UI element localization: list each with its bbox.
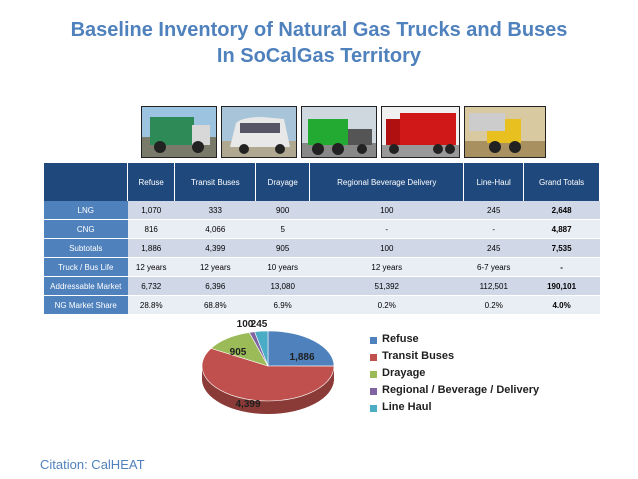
- legend-label: Regional / Beverage / Delivery: [382, 384, 540, 396]
- row-header-cell: NG Market Share: [44, 295, 128, 315]
- row-header-cell: Truck / Bus Life: [44, 257, 128, 277]
- legend-swatch: [370, 405, 377, 412]
- table-row: Truck / Bus Life 12 years 12 years 10 years…: [44, 257, 600, 277]
- beverage-truck-photo: [381, 106, 460, 158]
- legend-label: Refuse: [382, 333, 419, 345]
- drayage-truck-photo: [301, 106, 377, 158]
- table-cell: 1,886: [127, 238, 175, 258]
- table-cell: 51,392: [309, 276, 464, 296]
- table-cell: -: [309, 219, 464, 239]
- header-cell: Grand Totals: [523, 163, 600, 201]
- table-row: Subtotals 1,886 4,399 905 100 245 7,535: [44, 238, 600, 258]
- table-cell: 5: [255, 219, 310, 239]
- table-cell: 1,070: [127, 201, 175, 220]
- table-cell: 6,732: [127, 276, 175, 296]
- table-cell: 6,396: [174, 276, 256, 296]
- table-cell: 28.8%: [127, 295, 175, 315]
- pie-slice: [201, 348, 335, 402]
- row-header-cell: LNG: [44, 201, 128, 220]
- table-cell: 4,399: [174, 238, 256, 258]
- table-cell: 190,101: [523, 276, 600, 296]
- table-row: NG Market Share 28.8% 68.8% 6.9% 0.2% 0.2% 4.0…: [44, 295, 600, 315]
- pie-slice: [254, 330, 269, 367]
- legend-label: Drayage: [382, 367, 426, 379]
- table-cell: 0.2%: [309, 295, 464, 315]
- transit-bus-photo: [221, 106, 297, 158]
- pie-slice: [248, 331, 269, 367]
- header-cell: Line-Haul: [463, 163, 525, 201]
- pie-data-label: 1,886: [289, 352, 314, 363]
- table-row: LNG 1,070 333 900 100 245 2,648: [44, 201, 600, 220]
- table-cell: 7,535: [523, 238, 600, 258]
- table-cell: 333: [174, 201, 256, 220]
- table-cell: 12 years: [127, 257, 175, 277]
- header-cell: [44, 163, 128, 201]
- pie-data-label: 4,399: [235, 399, 260, 410]
- title-line-2: In SoCalGas Territory: [216, 45, 422, 67]
- table-cell: 245: [463, 201, 524, 220]
- legend-swatch: [370, 354, 377, 361]
- table-cell: 12 years: [309, 257, 464, 277]
- table-cell: 6-7 years: [463, 257, 524, 277]
- table-cell: 900: [255, 201, 310, 220]
- table-cell: 905: [255, 238, 310, 258]
- table-cell: 100: [309, 238, 464, 258]
- pie-slice: [267, 330, 335, 367]
- row-header-cell: Addressable Market: [44, 276, 128, 296]
- table-cell: 10 years: [255, 257, 310, 277]
- table-cell: 100: [309, 201, 464, 220]
- title-line-1: Baseline Inventory of Natural Gas Trucks…: [70, 19, 568, 41]
- header-cell: Refuse: [127, 163, 176, 201]
- table-cell: 4.0%: [523, 295, 600, 315]
- table-header-row: Refuse Transit Buses Drayage Regional Be…: [44, 163, 600, 201]
- table-cell: 112,501: [463, 276, 524, 296]
- table-cell: 0.2%: [463, 295, 524, 315]
- refuse-truck-photo: [141, 106, 217, 158]
- pie-slice: [210, 332, 269, 367]
- legend-swatch: [370, 371, 377, 378]
- header-cell: Transit Buses: [174, 163, 257, 201]
- pie-data-label: 245: [251, 319, 268, 330]
- pie-data-label: 905: [230, 347, 247, 358]
- line-haul-truck-photo: [464, 106, 546, 158]
- header-cell: Drayage: [255, 163, 311, 201]
- table-cell: -: [463, 219, 524, 239]
- table-cell: 816: [127, 219, 175, 239]
- row-header-cell: CNG: [44, 219, 128, 239]
- legend-swatch: [370, 388, 377, 395]
- legend-label: Line Haul: [382, 401, 432, 413]
- table-cell: 4,887: [523, 219, 600, 239]
- table-cell: 6.9%: [255, 295, 310, 315]
- table-cell: 68.8%: [174, 295, 256, 315]
- inventory-table: Refuse Transit Buses Drayage Regional Be…: [44, 163, 600, 315]
- table-row: Addressable Market 6,732 6,396 13,080 51,392…: [44, 276, 600, 296]
- legend-swatch: [370, 337, 377, 344]
- header-cell: Regional Beverage Delivery: [309, 163, 465, 201]
- table-cell: -: [523, 257, 600, 277]
- table-row: CNG 816 4,066 5- -4,887: [44, 219, 600, 239]
- row-header-cell: Subtotals: [44, 238, 128, 258]
- pie-data-label: 100: [237, 319, 254, 330]
- pie-slice-side: [202, 366, 334, 415]
- table-cell: 12 years: [174, 257, 256, 277]
- legend-label: Transit Buses: [382, 350, 455, 362]
- table-cell: 4,066: [174, 219, 256, 239]
- table-cell: 13,080: [255, 276, 310, 296]
- table-cell: 245: [463, 238, 524, 258]
- citation: Citation: CalHEAT: [40, 457, 145, 472]
- table-cell: 2,648: [523, 201, 600, 220]
